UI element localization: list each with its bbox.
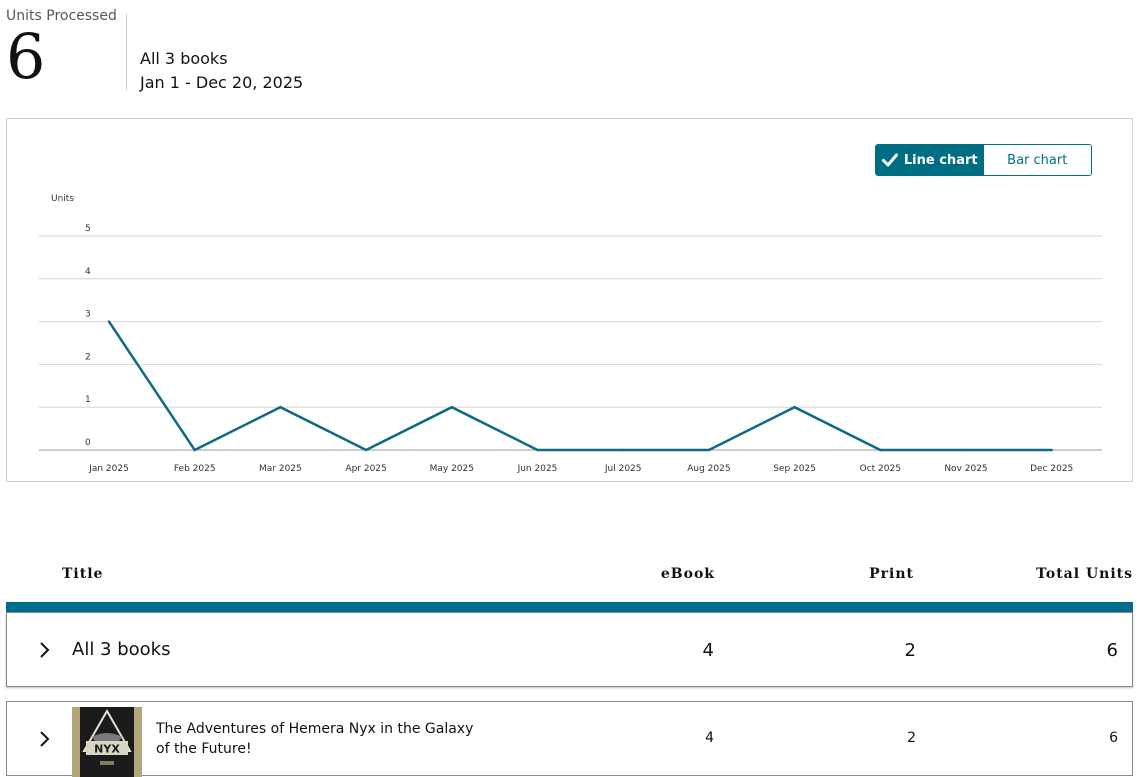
table-header: Title eBook Print Total Units bbox=[6, 560, 1133, 590]
summary-date-range: Jan 1 - Dec 20, 2025 bbox=[140, 73, 304, 92]
data-point bbox=[279, 406, 282, 409]
book-cover-image: NYX bbox=[72, 707, 142, 777]
line-chart-button[interactable]: Line chart bbox=[876, 145, 984, 175]
book-cover-art: NYX bbox=[72, 707, 142, 777]
units-summary: Units Processed 6 All 3 books Jan 1 - De… bbox=[6, 6, 1126, 96]
all-books-total: 6 bbox=[1106, 640, 1118, 661]
x-tick-label: Apr 2025 bbox=[345, 464, 386, 474]
column-header-print[interactable]: Print bbox=[869, 566, 914, 582]
chevron-right-icon[interactable] bbox=[35, 730, 53, 748]
table-row[interactable]: NYX The Adventures of Hemera Nyx in the … bbox=[6, 701, 1133, 777]
summary-label: Units Processed bbox=[6, 8, 117, 24]
bar-chart-button[interactable]: Bar chart bbox=[983, 145, 1091, 175]
x-tick-label: Jul 2025 bbox=[604, 464, 642, 474]
x-tick-label: Mar 2025 bbox=[259, 464, 302, 474]
summary-scope: All 3 books bbox=[140, 49, 228, 68]
y-axis-label: Units bbox=[51, 194, 74, 204]
chart-panel: Units 0 1 2 3 4 5 Jan 2025 Feb 2025 Mar 2025 Apr 2… bbox=[6, 118, 1133, 482]
book-title[interactable]: The Adventures of Hemera Nyx in the Gala… bbox=[156, 721, 474, 757]
data-point bbox=[536, 448, 539, 452]
all-books-print: 2 bbox=[904, 640, 916, 661]
book-print-units: 2 bbox=[907, 730, 916, 746]
column-header-title[interactable]: Title bbox=[62, 566, 104, 582]
column-header-ebook[interactable]: eBook bbox=[660, 566, 715, 582]
y-tick-label: 4 bbox=[85, 267, 91, 277]
y-tick-label: 2 bbox=[85, 352, 91, 362]
checkmark-icon bbox=[881, 153, 898, 167]
data-point bbox=[879, 448, 882, 452]
line-chart-label: Line chart bbox=[903, 152, 978, 168]
data-point bbox=[364, 448, 368, 452]
x-tick-label: Sep 2025 bbox=[773, 464, 816, 474]
series-line bbox=[107, 320, 1052, 452]
data-point bbox=[107, 320, 111, 323]
data-point bbox=[964, 448, 968, 452]
data-point bbox=[793, 406, 796, 409]
book-ebook-units: 4 bbox=[705, 730, 714, 746]
x-tick-label: Jan 2025 bbox=[88, 464, 129, 474]
data-point bbox=[707, 448, 711, 452]
y-tick-label: 3 bbox=[85, 310, 91, 320]
units-line-chart: Units 0 1 2 3 4 5 Jan 2025 Feb 2025 Mar 2025 Apr 2… bbox=[39, 194, 1102, 474]
all-books-label: All 3 books bbox=[72, 639, 171, 660]
y-tick-label: 0 bbox=[85, 438, 91, 448]
chevron-right-icon[interactable] bbox=[35, 641, 53, 659]
data-point bbox=[1050, 448, 1053, 452]
data-point bbox=[622, 448, 625, 452]
cover-text: NYX bbox=[94, 743, 120, 756]
x-tick-label: Nov 2025 bbox=[944, 464, 987, 474]
data-point bbox=[193, 448, 196, 452]
y-tick-label: 1 bbox=[85, 395, 91, 405]
x-tick-label: Aug 2025 bbox=[687, 464, 730, 474]
x-tick-label: Jun 2025 bbox=[517, 464, 558, 474]
column-header-total-units[interactable]: Total Units bbox=[1036, 566, 1133, 582]
all-books-ebook: 4 bbox=[702, 640, 714, 661]
x-tick-label: Feb 2025 bbox=[174, 464, 216, 474]
book-total-units: 6 bbox=[1109, 730, 1118, 746]
summary-value: 6 bbox=[6, 20, 46, 93]
x-tick-label: Dec 2025 bbox=[1030, 464, 1073, 474]
x-tick-label: May 2025 bbox=[430, 464, 474, 474]
bar-chart-label: Bar chart bbox=[1007, 152, 1068, 168]
x-tick-label: Oct 2025 bbox=[860, 464, 901, 474]
y-tick-label: 5 bbox=[85, 224, 91, 234]
summary-divider bbox=[126, 14, 127, 90]
chart-type-toggle: Line chart Bar chart bbox=[875, 144, 1092, 176]
table-row-all-books[interactable]: All 3 books 4 2 6 bbox=[6, 612, 1133, 687]
table-header-bar bbox=[6, 602, 1133, 612]
data-point bbox=[450, 406, 453, 409]
